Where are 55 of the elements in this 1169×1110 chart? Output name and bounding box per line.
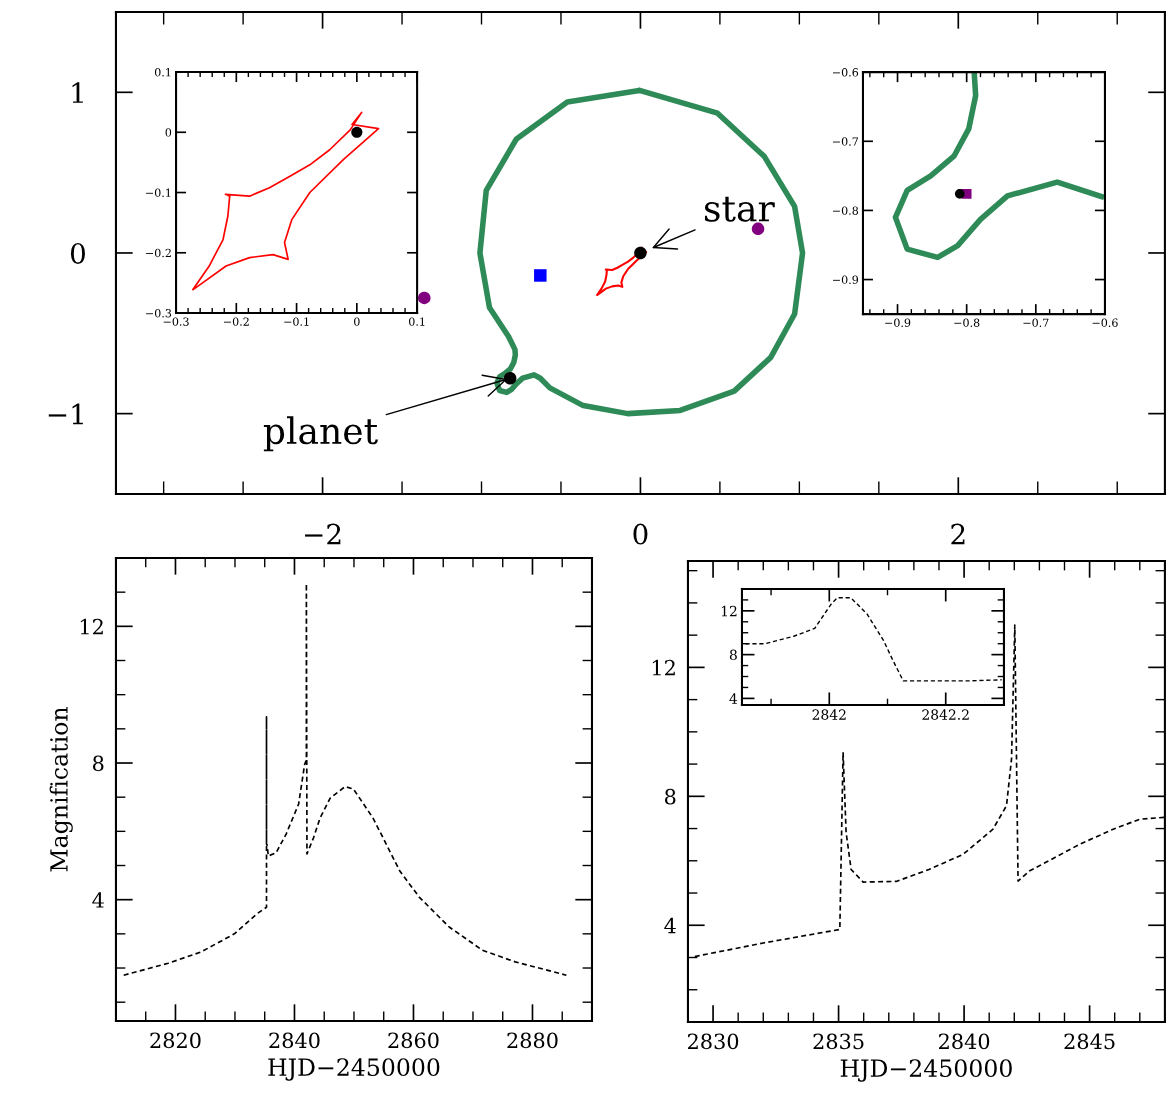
- point: [503, 372, 517, 385]
- y-tick-label: −1: [48, 403, 83, 425]
- x-tick-label: 2880: [507, 1032, 558, 1049]
- point: [534, 269, 547, 282]
- y-tick-label: 0: [70, 242, 85, 264]
- x-tick-label: 0: [633, 523, 648, 545]
- y-tick-label: 1: [72, 82, 83, 103]
- y-tick-label: 4: [92, 892, 104, 908]
- x-tick-label: 2845: [1064, 1033, 1115, 1050]
- x-tick-label: 2842: [812, 709, 846, 720]
- y-tick-label: −0.6: [832, 68, 859, 77]
- x-tick-label: 2842.2: [922, 709, 969, 720]
- x-tick-label: 2820: [150, 1032, 201, 1049]
- x-axis-title: HJD−2450000: [268, 1058, 440, 1081]
- y-tick-label: 4: [729, 693, 738, 704]
- x-tick-label: −0.9: [885, 318, 911, 327]
- y-tick-label: 8: [729, 649, 737, 661]
- x-tick-label: 2840: [269, 1032, 320, 1049]
- x-tick-label: 2840: [938, 1033, 990, 1050]
- annotation: planet: [263, 416, 378, 452]
- x-tick-label: −0.7: [1023, 318, 1049, 327]
- y-tick-label: −0.9: [832, 275, 859, 284]
- x-tick-label: −0.8: [954, 318, 980, 327]
- line-series: [122, 582, 568, 977]
- y-tick-label: 12: [652, 659, 675, 676]
- x-tick-label: −0.2: [224, 317, 249, 326]
- x-tick-label: 0.1: [409, 317, 425, 326]
- y-tick-label: 8: [92, 755, 104, 772]
- point: [634, 246, 647, 260]
- y-tick-label: −0.8: [832, 206, 859, 215]
- point: [418, 291, 431, 305]
- x-tick-label: 2: [951, 523, 965, 545]
- x-tick-label: −0.3: [163, 317, 189, 326]
- y-tick-label: −0.7: [832, 137, 858, 146]
- y-tick-label: 0.1: [154, 68, 171, 77]
- x-tick-label: −0.1: [284, 317, 309, 326]
- y-tick-label: −0.2: [146, 248, 171, 258]
- y-tick-label: 12: [721, 605, 737, 617]
- x-tick-label: 0: [354, 317, 360, 326]
- point: [751, 222, 765, 236]
- x-tick-label: 2830: [687, 1033, 739, 1050]
- y-tick-label: −0.1: [146, 188, 171, 197]
- y-tick-label: −0.3: [146, 308, 172, 318]
- y-tick-label: 0: [165, 128, 172, 137]
- x-tick-label: −2: [305, 523, 341, 545]
- y-tick-label: 4: [664, 917, 676, 934]
- line-series: [192, 111, 380, 291]
- x-tick-label: 2835: [813, 1033, 864, 1050]
- x-tick-label: 2860: [388, 1032, 439, 1049]
- annotation: star: [704, 196, 775, 222]
- x-tick-label: −0.6: [1092, 318, 1118, 327]
- y-tick-label: 8: [664, 788, 676, 805]
- y-axis-title: Magnification: [49, 707, 73, 872]
- x-axis-title: HJD−2450000: [840, 1059, 1012, 1082]
- y-tick-label: 12: [80, 618, 103, 635]
